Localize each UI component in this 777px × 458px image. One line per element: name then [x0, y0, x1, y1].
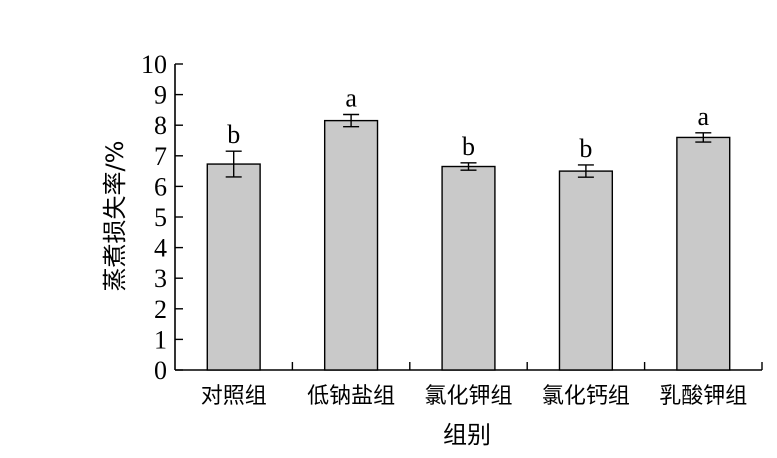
y-tick-label: 5 [154, 203, 167, 232]
y-tick-label: 6 [154, 172, 167, 201]
bar [558, 170, 614, 371]
y-axis-title: 蒸煮损失率/% [101, 141, 129, 292]
x-tick-label: 乳酸钾组 [659, 384, 747, 409]
y-tick-label: 2 [154, 295, 167, 324]
bar [441, 165, 496, 371]
bars: b a b b a [206, 83, 731, 371]
significance-letter: b [462, 132, 475, 161]
significance-letter: a [698, 102, 710, 131]
y-tick-label: 4 [154, 234, 167, 263]
x-tick-label: 对照组 [201, 384, 267, 409]
y-tick-label: 7 [154, 142, 167, 171]
y-tick-label: 1 [154, 325, 167, 354]
y-tick-label: 3 [154, 264, 167, 293]
y-tick-label: 8 [154, 111, 167, 140]
y-tick-label: 9 [154, 81, 167, 110]
x-tick-label: 氯化钾组 [424, 384, 512, 409]
y-tick-label: 10 [141, 50, 167, 79]
significance-letter: b [579, 134, 592, 163]
x-tick-label: 低钠盐组 [307, 384, 395, 409]
x-tick-label: 氯化钙组 [542, 384, 630, 409]
bar [206, 163, 261, 371]
bar [676, 136, 731, 371]
significance-letter: b [227, 120, 240, 149]
y-tick-label: 0 [154, 356, 167, 385]
x-axis-title: 组别 [443, 421, 491, 449]
significance-letter: a [345, 83, 357, 112]
bar [323, 119, 379, 371]
